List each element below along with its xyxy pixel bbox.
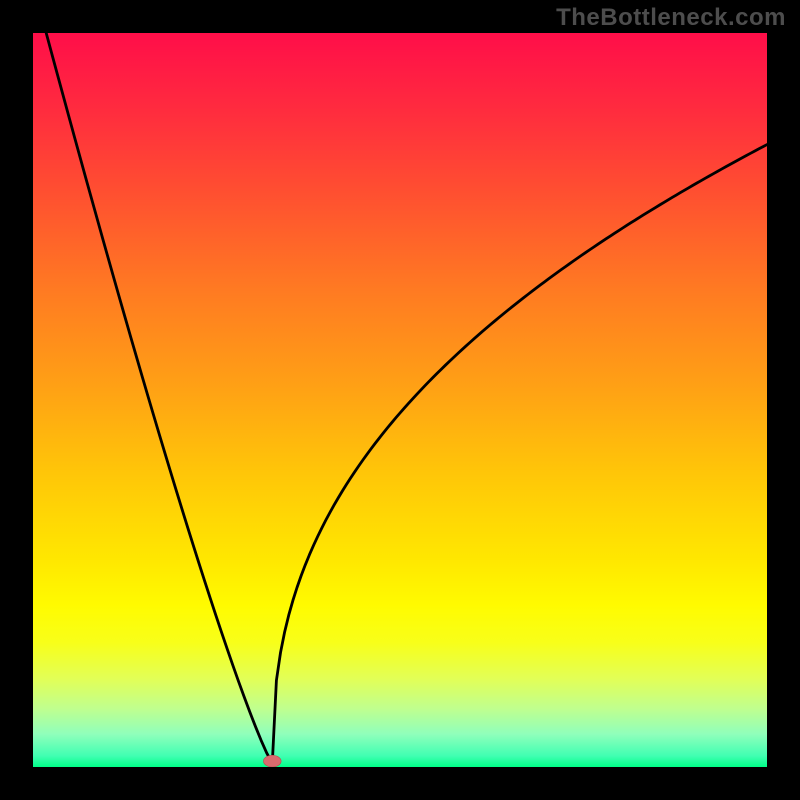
plot-area <box>33 33 767 767</box>
chart-frame: TheBottleneck.com <box>0 0 800 800</box>
chart-svg <box>33 33 767 767</box>
minimum-marker <box>263 755 281 767</box>
gradient-background <box>33 33 767 767</box>
watermark-text: TheBottleneck.com <box>556 4 786 32</box>
